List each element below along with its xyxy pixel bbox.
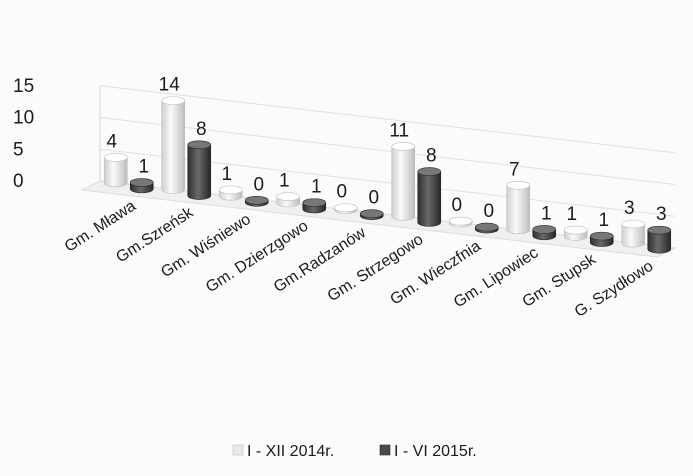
- legend-swatch: [232, 444, 244, 456]
- legend-item-1: I - XII 2014r.: [232, 443, 334, 460]
- data-label: 3: [656, 204, 667, 225]
- legend-label: I - XII 2014r.: [247, 443, 334, 460]
- data-label: 4: [106, 131, 117, 152]
- bar-series2-2: [244, 195, 269, 207]
- bar-series2-7: [532, 225, 557, 241]
- bar-series1-3: [276, 192, 301, 208]
- bar-series2-1: [187, 140, 212, 200]
- legend-swatch: [379, 444, 391, 456]
- bar-series1-6: [448, 216, 473, 228]
- legend-item-2: I - VI 2015r.: [379, 443, 477, 460]
- bar-series2-4: [359, 209, 384, 220]
- gridline-15: [99, 85, 676, 154]
- bar-series1-9: [621, 219, 646, 248]
- bar-series1-5: [391, 142, 416, 221]
- data-label: 1: [541, 203, 552, 224]
- data-label: 1: [566, 204, 577, 225]
- data-label: 8: [426, 146, 437, 167]
- bar-series1-0: [103, 153, 128, 188]
- gridline-10: [99, 117, 676, 185]
- data-label: 1: [279, 171, 290, 192]
- data-label: 1: [311, 177, 322, 198]
- data-label: 0: [483, 201, 494, 222]
- bar-series2-5: [417, 167, 442, 227]
- bar-series1-7: [506, 180, 531, 235]
- data-label: 0: [368, 188, 379, 209]
- legend-label: I - VI 2015r.: [394, 443, 477, 460]
- y-tick-label: 15: [13, 76, 34, 97]
- bar-series1-1: [161, 96, 186, 194]
- data-label: 1: [221, 164, 232, 185]
- bar-series2-8: [589, 231, 614, 247]
- y-axis: 0 5 10 15: [13, 76, 34, 192]
- data-label: 1: [138, 157, 149, 178]
- bar-series2-9: [647, 225, 672, 254]
- y-tick-label: 0: [13, 171, 24, 192]
- bar-series1-4: [333, 203, 358, 214]
- data-label: 8: [196, 119, 207, 140]
- y-tick-label: 5: [13, 139, 24, 160]
- data-label: 14: [159, 75, 181, 96]
- bar-series2-6: [474, 222, 499, 234]
- data-label: 0: [336, 182, 347, 203]
- data-label: 7: [509, 159, 520, 180]
- legend: I - XII 2014r. I - VI 2015r.: [232, 443, 477, 460]
- y-tick-label: 10: [13, 108, 34, 129]
- data-label: 0: [451, 195, 462, 216]
- bar-series1-8: [563, 225, 588, 241]
- bar-series1-2: [218, 185, 243, 201]
- bar-series2-0: [129, 178, 154, 194]
- data-label: 1: [598, 210, 609, 231]
- data-label: 0: [253, 174, 264, 195]
- bars: [103, 96, 672, 254]
- data-label: 3: [624, 198, 635, 219]
- bar-series2-3: [302, 198, 327, 214]
- data-label: 11: [389, 120, 409, 141]
